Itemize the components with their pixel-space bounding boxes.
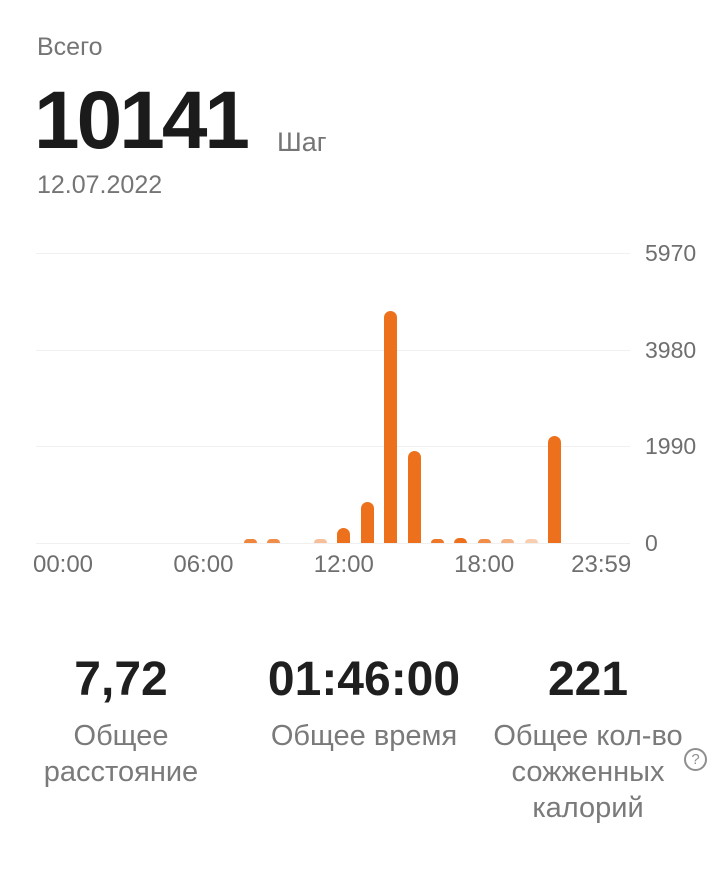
bar-hour-21[interactable] xyxy=(547,435,561,543)
bar-hour-18[interactable] xyxy=(477,539,491,543)
bar-hour-17[interactable] xyxy=(454,538,468,543)
steps-bar-chart: 0 1990 3980 5970 00:00 06:00 12:00 18:00 23:59 xyxy=(0,240,720,580)
total-distance-label: Общее расстояние xyxy=(43,720,199,788)
bar-hour-19[interactable] xyxy=(501,539,515,543)
help-icon[interactable]: ? xyxy=(684,748,707,771)
y-axis-tick-label: 1990 xyxy=(645,433,697,460)
bar-hour-13[interactable] xyxy=(360,501,374,543)
chart-gridline xyxy=(36,543,630,544)
chart-gridline xyxy=(36,349,630,351)
total-calories-label: Общее кол-во сожженных калорий xyxy=(493,720,683,824)
chart-gridline xyxy=(36,253,630,254)
bar-hour-14[interactable] xyxy=(384,311,398,543)
stat-total-calories: 221 Общее кол-во сожженных калорий xyxy=(486,640,690,840)
bar-hour-11[interactable] xyxy=(313,539,327,543)
bar-hour-15[interactable] xyxy=(407,450,421,543)
total-time-value: 01:46:00 xyxy=(267,653,461,706)
bar-hour-12[interactable] xyxy=(337,528,351,543)
date-label: 12.07.2022 xyxy=(37,171,163,199)
total-steps-value: 10141 xyxy=(34,75,250,166)
total-caption: Всего xyxy=(37,33,103,61)
y-axis-tick-label: 3980 xyxy=(645,336,697,363)
bar-hour-16[interactable] xyxy=(430,539,444,543)
x-axis-tick-label: 23:59 xyxy=(571,551,632,578)
total-calories-value: 221 xyxy=(547,653,629,706)
y-axis-tick-label: 0 xyxy=(645,530,658,556)
x-axis-tick-label: 06:00 xyxy=(173,551,234,578)
x-axis-tick-label: 18:00 xyxy=(454,551,515,578)
bar-hour-20[interactable] xyxy=(524,539,538,543)
steps-unit-label: Шаг xyxy=(277,127,327,157)
summary-stats: 7,72 Общее расстояние 01:46:00 Общее вре… xyxy=(0,640,720,840)
x-axis-tick-label: 00:00 xyxy=(32,551,94,578)
y-axis-tick-label: 5970 xyxy=(645,240,697,266)
total-time-label: Общее время xyxy=(270,720,458,752)
chart-gridline xyxy=(36,446,630,448)
stat-total-time: 01:46:00 Общее время xyxy=(242,640,486,840)
stat-total-distance: 7,72 Общее расстояние xyxy=(0,640,242,840)
total-distance-value: 7,72 xyxy=(74,653,168,706)
bar-hour-09[interactable] xyxy=(267,539,281,543)
bar-hour-08[interactable] xyxy=(243,539,257,543)
x-axis-tick-label: 12:00 xyxy=(313,551,374,578)
